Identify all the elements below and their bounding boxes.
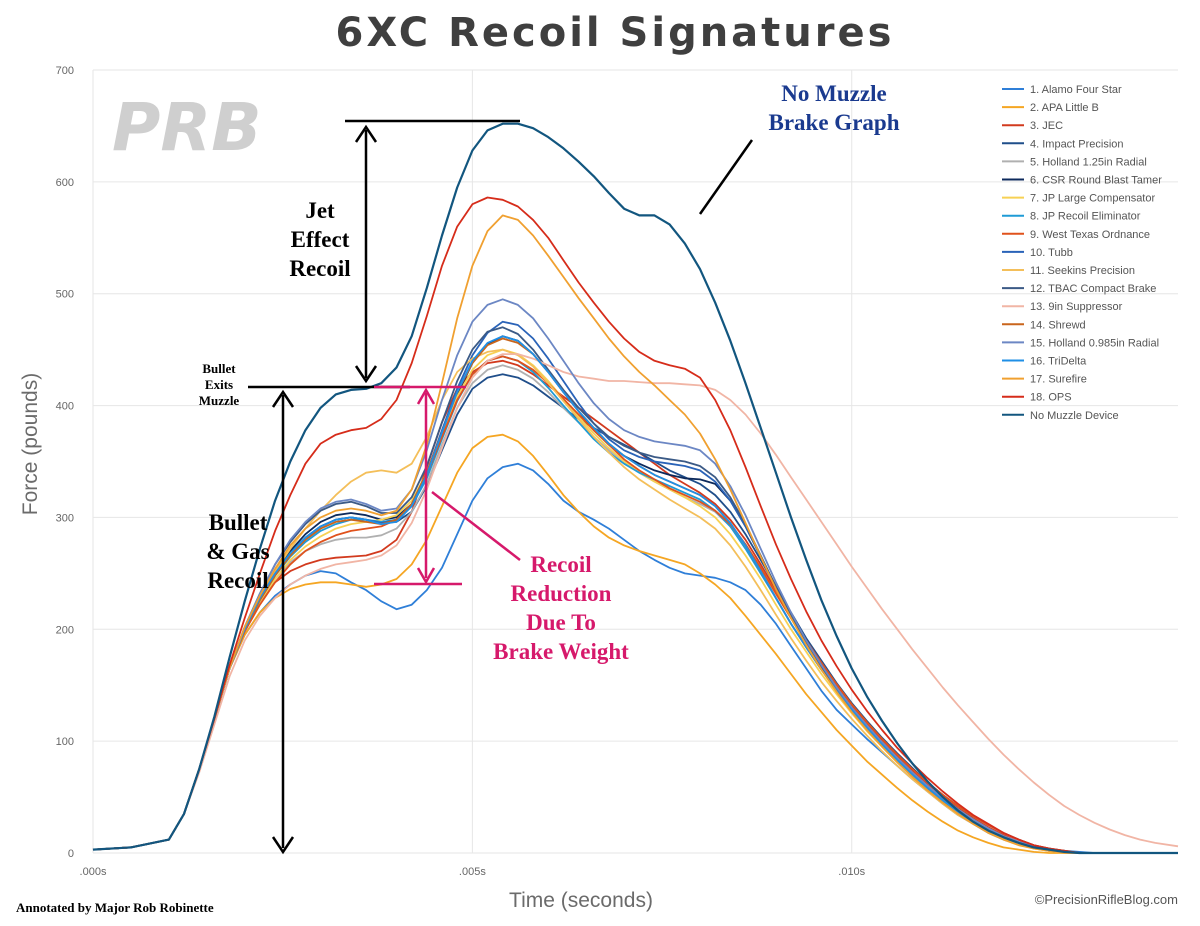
x-tick-label: .010s	[838, 866, 865, 878]
y-tick-label: 0	[68, 848, 74, 860]
x-axis-label: Time (seconds)	[509, 889, 653, 912]
legend-entry: 5. Holland 1.25in Radial	[1030, 156, 1147, 168]
y-tick-label: 500	[56, 289, 74, 301]
legend-entry: 13. 9in Suppressor	[1030, 301, 1123, 313]
svg-text:Effect: Effect	[291, 227, 350, 252]
series-line	[92, 359, 1178, 854]
legend-entry: No Muzzle Device	[1030, 410, 1119, 422]
chart-grid	[92, 69, 1178, 854]
series-line	[92, 353, 1179, 851]
x-axis-ticks: .000s .005s .010s	[80, 866, 866, 878]
x-tick-label: .000s	[80, 866, 107, 878]
series-line	[92, 214, 1178, 854]
svg-text:Bullet: Bullet	[209, 510, 268, 535]
legend-entry: 18. OPS	[1030, 392, 1072, 404]
annotation-recoil-reduction: Recoil Reduction Due To Brake Weight	[493, 552, 629, 664]
svg-text:& Gas: & Gas	[206, 539, 269, 564]
y-tick-label: 200	[56, 624, 74, 636]
annotation-credit: Annotated by Major Rob Robinette	[16, 900, 214, 915]
svg-text:Brake Weight: Brake Weight	[493, 639, 629, 664]
legend-entry: 6. CSR Round Blast Tamer	[1030, 175, 1162, 187]
annotation-no-brake: No Muzzle Brake Graph	[769, 81, 900, 135]
chart-series	[92, 122, 1179, 855]
annotation-muzzle-exit: Bullet Exits Muzzle	[199, 361, 240, 408]
no-brake-pointer	[698, 139, 754, 215]
chart-legend: 1. Alamo Four Star 2. APA Little B 3. JEC 4…	[1002, 84, 1162, 422]
legend-entry: 14. Shrewd	[1030, 319, 1086, 331]
legend-entry: 16. TriDelta	[1030, 356, 1087, 368]
y-tick-label: 700	[56, 65, 74, 77]
svg-text:Jet: Jet	[305, 198, 335, 223]
legend-entry: 17. Surefire	[1030, 374, 1087, 386]
legend-entry: 10. Tubb	[1030, 247, 1073, 259]
svg-text:Muzzle: Muzzle	[199, 393, 240, 408]
series-line	[92, 335, 1178, 854]
annotation-arrows	[248, 119, 754, 855]
y-tick-label: 100	[56, 736, 74, 748]
y-axis-ticks: 0 100 200 300 400 500 600 700	[56, 65, 74, 860]
legend-entry: 2. APA Little B	[1030, 102, 1099, 114]
svg-text:Reduction: Reduction	[511, 581, 612, 606]
svg-text:Recoil: Recoil	[530, 552, 591, 577]
prb-logo: PRB	[112, 89, 262, 166]
y-tick-label: 400	[56, 401, 74, 413]
legend-entry: 1. Alamo Four Star	[1030, 84, 1122, 96]
legend-entry: 15. Holland 0.985in Radial	[1030, 337, 1159, 349]
y-tick-label: 300	[56, 512, 74, 524]
svg-text:Due To: Due To	[526, 610, 596, 635]
legend-entry: 12. TBAC Compact Brake	[1030, 283, 1156, 295]
legend-entry: 4. Impact Precision	[1030, 138, 1124, 150]
y-axis-label: Force (pounds)	[19, 373, 42, 515]
svg-text:Recoil: Recoil	[207, 568, 268, 593]
legend-entry: 7. JP Large Compensator	[1030, 193, 1155, 205]
legend-entry: 11. Seekins Precision	[1030, 265, 1135, 277]
series-line	[92, 433, 1178, 854]
series-line	[92, 298, 1178, 854]
chart-title: 6XC Recoil Signatures	[336, 10, 895, 56]
svg-text:No Muzzle: No Muzzle	[781, 81, 886, 106]
svg-text:Exits: Exits	[205, 377, 233, 392]
y-tick-label: 600	[56, 177, 74, 189]
reduction-pointer	[431, 491, 521, 561]
x-tick-label: .005s	[459, 866, 486, 878]
series-line	[92, 196, 1178, 854]
copyright-text: ©PrecisionRifleBlog.com	[1035, 892, 1178, 907]
series-line	[92, 122, 1178, 855]
annotation-jet-effect: Jet Effect Recoil	[289, 198, 350, 281]
legend-entry: 3. JEC	[1030, 120, 1063, 132]
svg-text:Recoil: Recoil	[289, 256, 350, 281]
svg-text:Bullet: Bullet	[202, 361, 236, 376]
legend-entry: 8. JP Recoil Eliminator	[1030, 211, 1141, 223]
svg-text:Brake Graph: Brake Graph	[769, 110, 900, 135]
legend-entry: 9. West Texas Ordnance	[1030, 229, 1150, 241]
series-line	[92, 335, 1178, 854]
annotation-bullet-gas: Bullet & Gas Recoil	[206, 510, 269, 593]
